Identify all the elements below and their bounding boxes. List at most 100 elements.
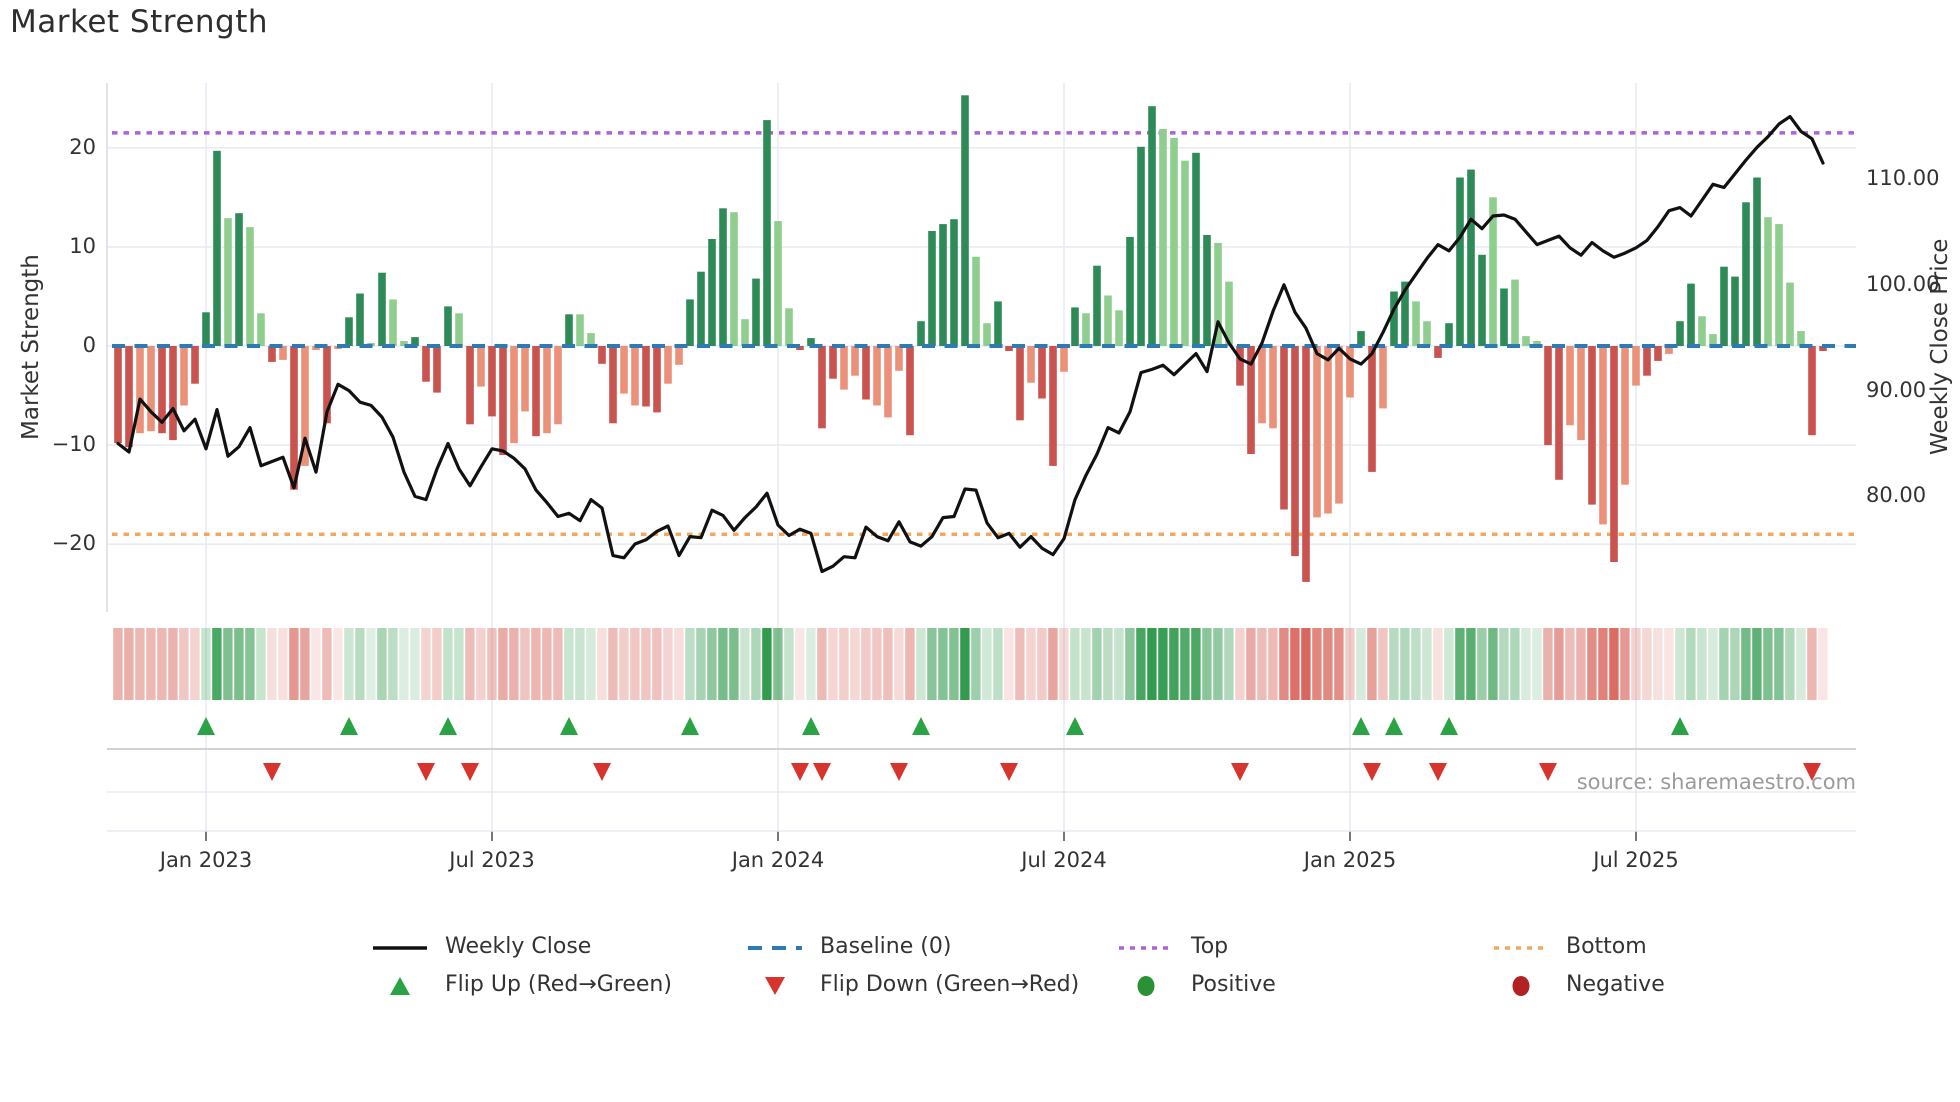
strength-bar [147, 346, 155, 432]
strength-bar [1511, 279, 1519, 346]
heatmap-cell [575, 628, 585, 700]
left-axis-tick-label: −20 [51, 531, 96, 556]
heatmap-cell [1400, 628, 1410, 700]
strength-bar [774, 221, 782, 346]
heatmap-cell [1345, 628, 1355, 700]
strength-bar [1599, 346, 1607, 525]
heatmap-cell [1774, 628, 1784, 700]
heatmap-cell [278, 628, 288, 700]
weekly-close-line [116, 114, 1825, 574]
heatmap-cell [212, 628, 222, 700]
strength-bar [708, 239, 716, 346]
flip-down-marker [461, 763, 479, 781]
heatmap-cell [1048, 628, 1058, 700]
strength-bar [1566, 346, 1574, 426]
strength-bar [1676, 321, 1684, 346]
strength-bar [818, 346, 826, 429]
heatmap-cell [256, 628, 266, 700]
flip-up-marker [439, 717, 457, 735]
strength-bar [1555, 346, 1563, 480]
heatmap-cell [542, 628, 552, 700]
strength-bar [180, 346, 188, 406]
strength-bar [554, 346, 562, 425]
x-axis-tick-label: Jul 2025 [1593, 848, 1679, 872]
strength-bar [1313, 346, 1321, 518]
heatmap-cell [1290, 628, 1300, 700]
strength-bar [1148, 106, 1156, 346]
strength-bar [1808, 346, 1816, 436]
heatmap-cell [1521, 628, 1531, 700]
right-axis-tick-label: 100.00 [1866, 271, 1940, 296]
heatmap-cell [1422, 628, 1432, 700]
heatmap-cell [1466, 628, 1476, 700]
strength-bar [1192, 152, 1200, 346]
strength-bar [1302, 346, 1310, 582]
heatmap-cell [1565, 628, 1575, 700]
heatmap-cell [311, 628, 321, 700]
strength-bar [1225, 281, 1233, 346]
strength-bar [1379, 346, 1387, 409]
strength-bar [411, 337, 419, 346]
heatmap-cell [795, 628, 805, 700]
strength-bar [1753, 177, 1761, 346]
strength-bar [961, 95, 969, 346]
strength-bar [928, 231, 936, 346]
strength-bar [653, 346, 661, 413]
strength-bar [488, 346, 496, 417]
heatmap-cell [1818, 628, 1828, 700]
heatmap-cell [586, 628, 596, 700]
legend-label: Bottom [1566, 934, 1647, 959]
strength-bar [1390, 291, 1398, 346]
heatmap-cell [1312, 628, 1322, 700]
heatmap-cell [1301, 628, 1311, 700]
heatmap-cell [1664, 628, 1674, 700]
heatmap-cell [1444, 628, 1454, 700]
strength-bar [576, 314, 584, 346]
heatmap-cell [1180, 628, 1190, 700]
strength-bar [257, 313, 265, 346]
strength-bar [1775, 224, 1783, 346]
heatmap-cell [124, 628, 134, 700]
strength-bar [114, 346, 122, 444]
heatmap-cell [1653, 628, 1663, 700]
source-attribution: source: sharemaestro.com [1576, 770, 1856, 794]
strength-bar [829, 346, 837, 379]
x-axis-tick-label: Jan 2024 [731, 848, 825, 872]
strength-bar [1665, 346, 1673, 354]
strength-bar [1478, 254, 1486, 346]
heatmap-cell [410, 628, 420, 700]
heatmap-cell [531, 628, 541, 700]
strength-bar [1423, 321, 1431, 346]
heatmap-cell [388, 628, 398, 700]
heatmap-cell [1598, 628, 1608, 700]
strength-bar [1357, 331, 1365, 346]
heatmap-cell [1081, 628, 1091, 700]
heatmap-cell [201, 628, 211, 700]
x-axis-tick-label: Jul 2023 [449, 848, 535, 872]
heatmap-cell [1224, 628, 1234, 700]
heatmap-cell [905, 628, 915, 700]
heatmap-cell [916, 628, 926, 700]
strength-bar [1588, 346, 1596, 505]
strength-bar [807, 338, 815, 346]
heatmap-cell [1059, 628, 1069, 700]
strength-bar [840, 346, 848, 390]
strength-bar [950, 219, 958, 346]
x-axis-tick-label: Jan 2023 [159, 848, 253, 872]
flip-up-marker [1352, 717, 1370, 735]
strength-bar [323, 346, 331, 424]
heatmap-cell [1510, 628, 1520, 700]
flip-down-marker [263, 763, 281, 781]
heatmap-cell [399, 628, 409, 700]
heatmap-cell [696, 628, 706, 700]
heatmap-cell [850, 628, 860, 700]
legend-label: Negative [1566, 972, 1665, 997]
strength-bar [1335, 346, 1343, 504]
heatmap-cell [828, 628, 838, 700]
heatmap-cell [784, 628, 794, 700]
heatmap-cell [289, 628, 299, 700]
x-axis-tick-label: Jan 2025 [1303, 848, 1397, 872]
strength-bar [301, 346, 309, 466]
flip-down-marker [1363, 763, 1381, 781]
